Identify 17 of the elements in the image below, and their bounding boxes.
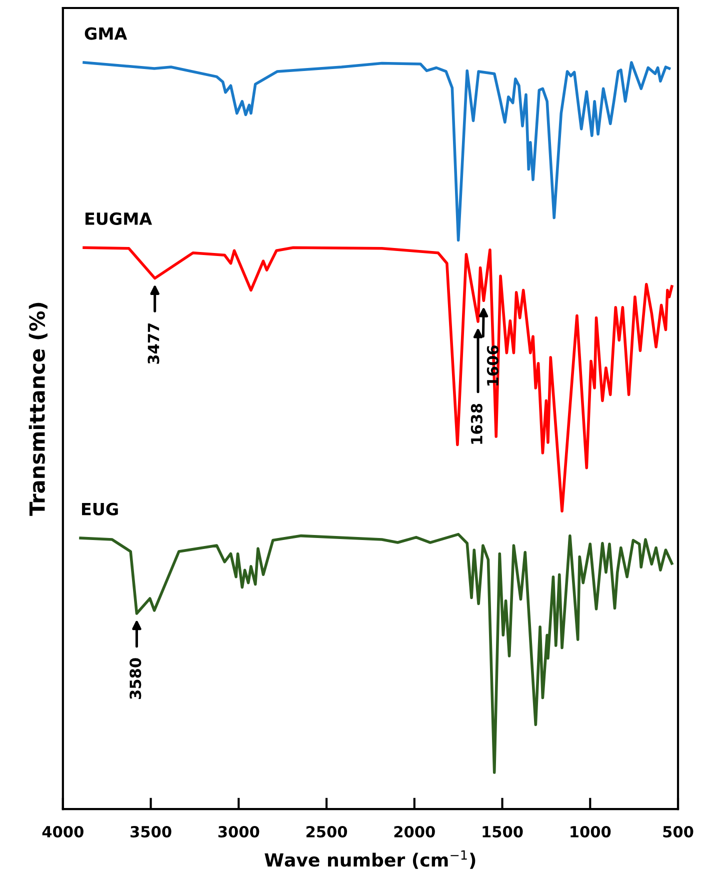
series-label: EUGMA (86, 212, 152, 225)
x-tick-label: 500 (663, 826, 694, 838)
annotation: 1638 (470, 404, 482, 444)
x-tick-label: 4000 (42, 826, 84, 838)
x-axis-title: Wave number (cm$^{−1}$) (264, 850, 476, 869)
x-tick-label: 3500 (130, 826, 172, 838)
x-tick-label: 2000 (394, 826, 435, 838)
x-tick-label: 1000 (570, 826, 611, 838)
x-tick-label: 2500 (306, 826, 348, 838)
x-tick-label: 1500 (482, 826, 523, 838)
series-label: GMA (84, 27, 128, 40)
series-label: EUG (82, 502, 118, 516)
annotation: 1606 (486, 345, 498, 386)
annotation: 3580 (130, 658, 142, 699)
x-tick-label: 3000 (218, 826, 260, 838)
annotation: 3477 (148, 323, 160, 364)
y-axis-title: Transmittance (%) (28, 302, 48, 516)
